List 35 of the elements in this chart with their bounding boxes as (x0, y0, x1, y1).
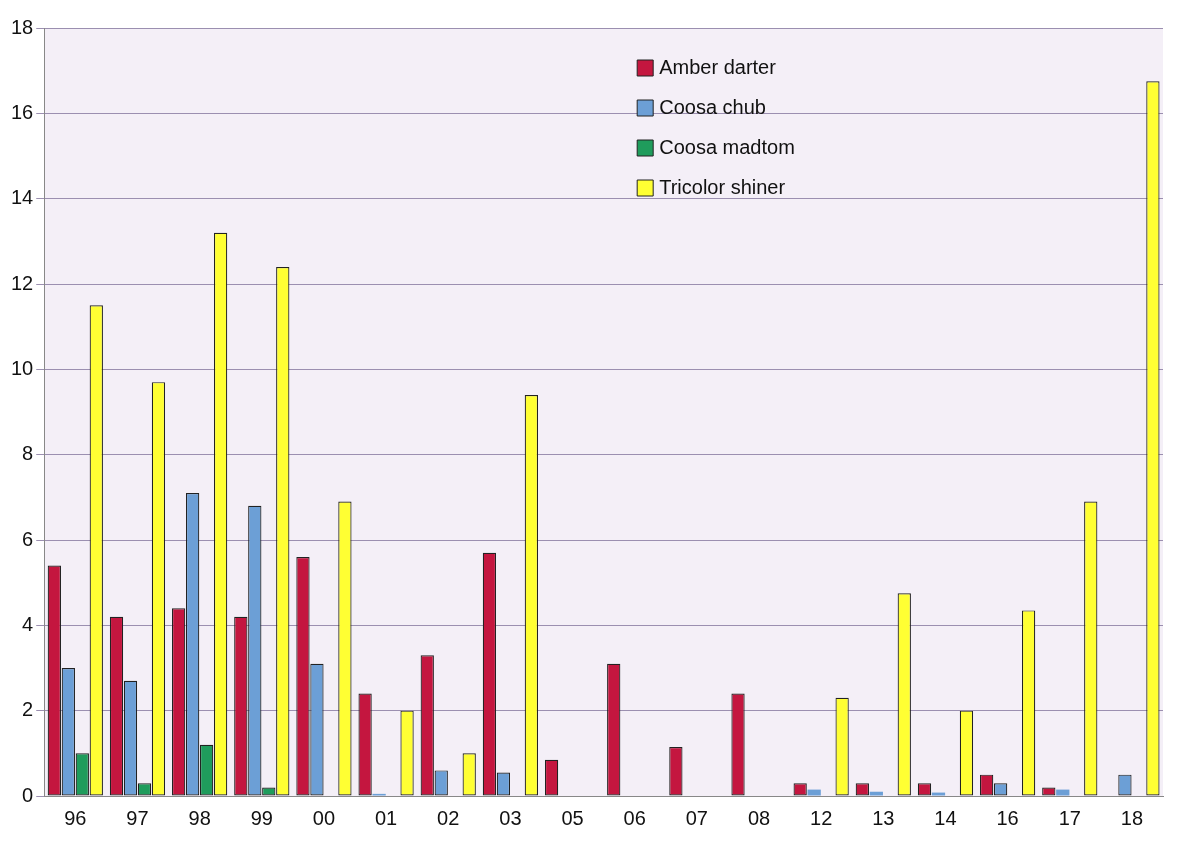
x-tick-label: 00 (312, 806, 336, 829)
x-tick-label: 03 (499, 806, 522, 829)
y-tick-label: 4 (22, 612, 34, 635)
x-tick-label: 13 (872, 806, 895, 829)
x-tick-label: 16 (996, 806, 1019, 829)
bar (869, 791, 883, 796)
x-tick-label: 06 (623, 806, 646, 829)
bar (1056, 789, 1070, 796)
y-tick-label: 16 (11, 100, 34, 123)
y-tick-label: 18 (11, 15, 34, 38)
x-tick-label: 14 (934, 806, 957, 829)
y-tick-label: 14 (11, 186, 34, 209)
y-tick-label: 0 (22, 783, 34, 806)
x-tick-label: 12 (810, 806, 833, 829)
x-tick-label: 02 (437, 806, 460, 829)
x-tick-label: 08 (747, 806, 771, 829)
y-tick-label: 10 (11, 356, 34, 379)
legend-label: Coosa chub (659, 95, 766, 118)
bar (807, 789, 821, 796)
y-tick-label: 2 (22, 698, 34, 721)
x-tick-label: 18 (1120, 806, 1144, 829)
y-tick-label: 6 (22, 527, 34, 550)
x-tick-label: 97 (126, 806, 149, 829)
legend-label: Amber darter (659, 55, 777, 78)
x-tick-label: 96 (64, 806, 87, 829)
x-tick-label: 01 (374, 806, 398, 829)
x-tick-label: 07 (685, 806, 708, 829)
y-tick-label: 12 (11, 271, 34, 294)
x-tick-label: 98 (188, 806, 211, 829)
x-tick-label: 17 (1058, 806, 1081, 829)
y-tick-label: 8 (22, 442, 34, 465)
legend-label: Coosa madtom (659, 135, 795, 158)
legend-label: Tricolor shiner (659, 175, 786, 198)
x-tick-label: 05 (561, 806, 584, 829)
x-tick-label: 99 (250, 806, 273, 829)
